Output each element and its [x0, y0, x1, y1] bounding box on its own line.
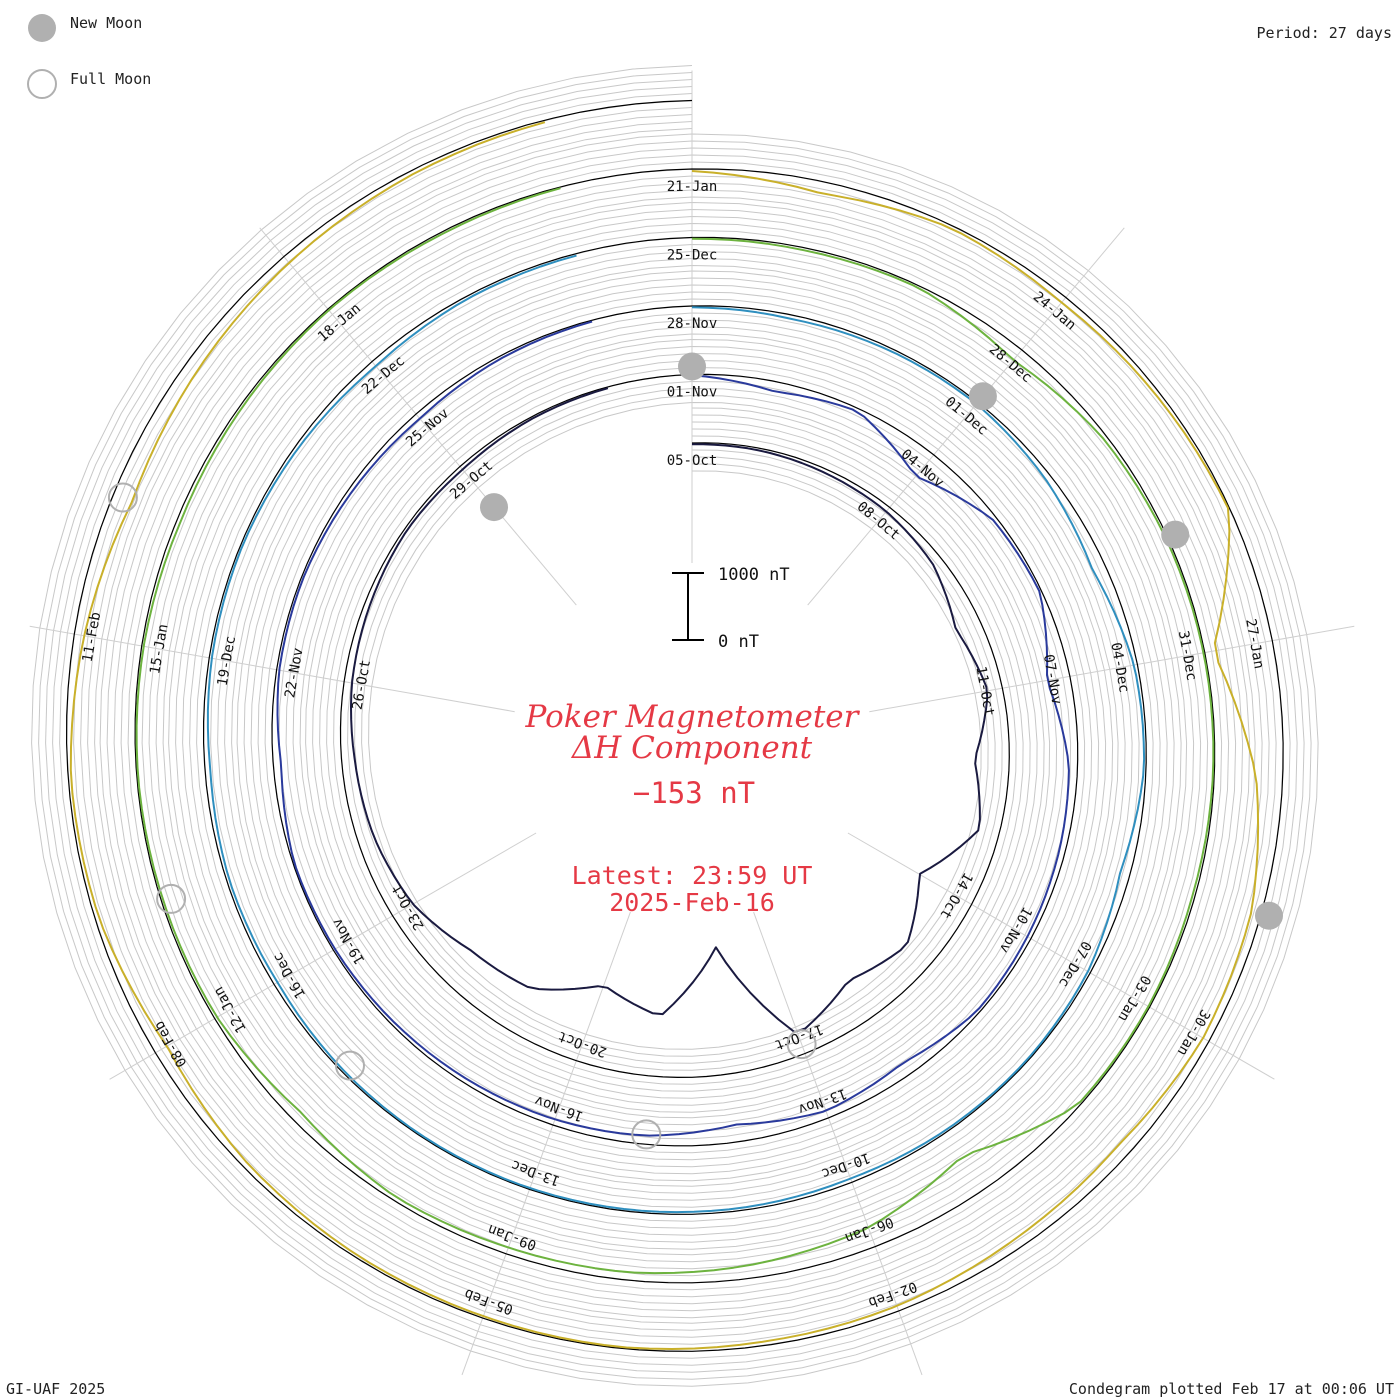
date-label: 31-Dec — [1175, 629, 1200, 682]
date-label: 11-Oct — [972, 665, 997, 718]
date-label: 08-Feb — [151, 1018, 190, 1070]
day-spoke — [869, 625, 1355, 713]
day-spoke — [753, 911, 923, 1376]
grid-spiral — [80, 114, 1270, 1338]
legend: New Moon Full Moon — [27, 14, 151, 99]
date-label: 15-Jan — [147, 623, 172, 676]
series-line — [69, 121, 1260, 1350]
scale-bar: 1000 nT 0 nT — [672, 565, 790, 652]
date-label: 16-Dec — [270, 949, 309, 1001]
date-label: 14-Oct — [936, 869, 975, 921]
series-line — [135, 187, 1215, 1275]
new-moon-icon — [480, 493, 508, 522]
date-label: 27-Jan — [1242, 618, 1267, 671]
date-label: 01-Nov — [667, 385, 718, 401]
current-value: −153 nT — [633, 776, 755, 810]
date-label: 12-Jan — [211, 984, 250, 1036]
full-moon-icon — [335, 1050, 365, 1081]
date-label: 05-Oct — [667, 453, 718, 469]
grid-spiral — [52, 86, 1298, 1366]
grid-spiral — [94, 128, 1256, 1324]
grid-spiral — [45, 79, 1305, 1373]
date-label: 23-Oct — [389, 881, 428, 933]
date-label: 19-Nov — [329, 915, 368, 967]
day-spoke — [807, 227, 1125, 606]
latest-time: Latest: 23:59 UT — [572, 861, 813, 890]
full-moon-icon — [631, 1119, 662, 1150]
series-line — [276, 320, 1070, 1137]
grid-spiral — [31, 65, 1319, 1387]
date-label: 07-Nov — [1040, 653, 1065, 706]
grid-spiral — [59, 93, 1291, 1359]
series-line — [350, 387, 989, 1033]
date-label: 25-Dec — [667, 248, 718, 264]
chart-title: Poker Magnetometer — [525, 699, 861, 735]
baseline-spiral — [65, 99, 1284, 1352]
full-moon-icon — [107, 482, 138, 513]
grid-spiral — [87, 121, 1263, 1331]
series-line — [206, 254, 1146, 1214]
new-moon-legend-icon — [28, 14, 56, 42]
date-label: 07-Dec — [1055, 938, 1094, 990]
new-moon-icon — [1255, 901, 1283, 930]
new-moon-icon — [968, 382, 997, 411]
full-moon-legend-icon — [27, 69, 57, 99]
date-label: 21-Jan — [667, 179, 718, 195]
full-moon-icon — [786, 1029, 817, 1060]
full-moon-legend-label: Full Moon — [70, 70, 151, 88]
new-moon-icon — [1161, 520, 1190, 549]
chart-subtitle: ΔH Component — [571, 730, 813, 766]
new-moon-legend-label: New Moon — [70, 14, 142, 32]
latest-date: 2025-Feb-16 — [609, 888, 775, 917]
day-spoke — [259, 227, 577, 606]
footer-plot-time: Condegram plotted Feb 17 at 00:06 UT — [1069, 1380, 1394, 1398]
grid-spiral — [73, 107, 1277, 1345]
grid-spiral — [38, 72, 1312, 1380]
scale-bar-bottom-label: 0 nT — [718, 632, 759, 652]
date-label: 28-Nov — [667, 316, 718, 332]
date-label: 10-Nov — [996, 904, 1035, 956]
date-label: 19-Dec — [215, 635, 240, 688]
date-label: 03-Jan — [1114, 972, 1153, 1024]
date-label: 11-Feb — [80, 611, 105, 664]
full-moon-icon — [156, 883, 187, 914]
new-moon-icon — [678, 352, 706, 381]
day-spoke — [461, 911, 631, 1376]
period-label: Period: 27 days — [1257, 24, 1392, 42]
baseline-spiral-line — [65, 99, 1284, 1352]
day-spoke — [29, 625, 515, 713]
moon-markers — [107, 352, 1283, 1150]
day-spoke — [109, 832, 537, 1080]
data-series — [69, 121, 1260, 1350]
scale-bar-top-label: 1000 nT — [718, 565, 790, 585]
footer-credit: GI-UAF 2025 — [6, 1380, 105, 1398]
